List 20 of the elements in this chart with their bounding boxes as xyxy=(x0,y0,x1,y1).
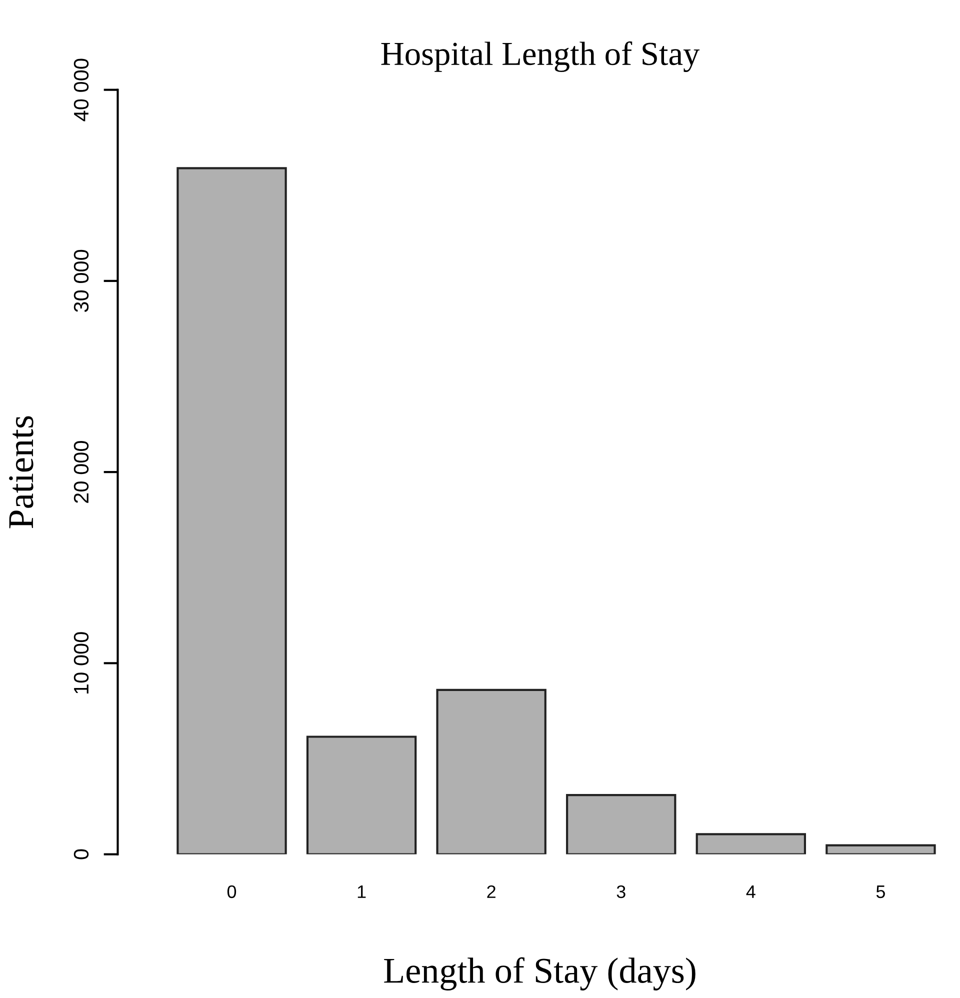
bar xyxy=(436,688,546,854)
x-tick-label: 4 xyxy=(746,886,756,898)
bar xyxy=(566,794,676,854)
y-tick-label: 10 000 xyxy=(74,632,89,694)
chart-title: Hospital Length of Stay xyxy=(381,41,700,72)
bar xyxy=(696,833,806,854)
y-tick-label: 20 000 xyxy=(74,441,89,503)
bar xyxy=(176,167,287,854)
x-tick-label: 5 xyxy=(876,886,885,898)
x-axis-title: Length of Stay (days) xyxy=(384,957,696,990)
y-tick-label: 0 xyxy=(74,849,89,860)
x-tick-label: 2 xyxy=(487,885,496,898)
y-tick-label: 40 000 xyxy=(74,58,89,122)
bar xyxy=(306,736,417,854)
y-tick-label: 30 000 xyxy=(74,250,89,312)
x-tick-label: 0 xyxy=(227,885,236,898)
bar xyxy=(826,844,936,854)
y-axis-title: Patients xyxy=(9,416,34,528)
x-tick-label: 3 xyxy=(616,885,626,898)
x-tick-label: 1 xyxy=(358,886,366,898)
